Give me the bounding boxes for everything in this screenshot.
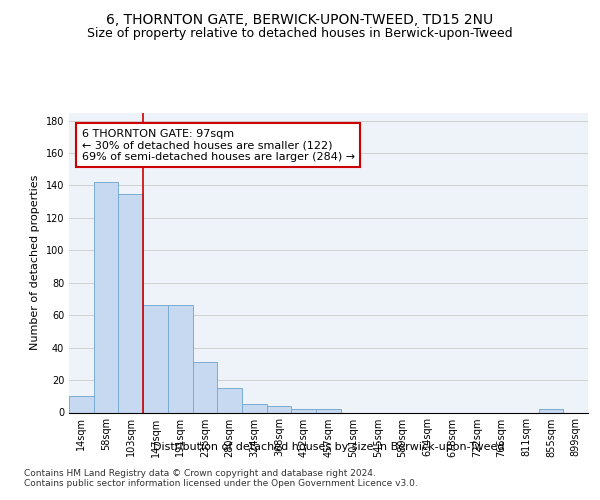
Bar	[242, 404, 267, 412]
Text: 6 THORNTON GATE: 97sqm
← 30% of detached houses are smaller (122)
69% of semi-de: 6 THORNTON GATE: 97sqm ← 30% of detached…	[82, 128, 355, 162]
Text: Size of property relative to detached houses in Berwick-upon-Tweed: Size of property relative to detached ho…	[87, 28, 513, 40]
Bar	[118, 194, 143, 412]
Text: Contains HM Land Registry data © Crown copyright and database right 2024.: Contains HM Land Registry data © Crown c…	[24, 468, 376, 477]
Bar	[217, 388, 242, 412]
Bar	[69, 396, 94, 412]
Bar	[168, 306, 193, 412]
Bar	[143, 306, 168, 412]
Text: Distribution of detached houses by size in Berwick-upon-Tweed: Distribution of detached houses by size …	[153, 442, 505, 452]
Bar	[94, 182, 118, 412]
Bar	[316, 410, 341, 412]
Bar	[267, 406, 292, 412]
Bar	[292, 410, 316, 412]
Text: Contains public sector information licensed under the Open Government Licence v3: Contains public sector information licen…	[24, 478, 418, 488]
Y-axis label: Number of detached properties: Number of detached properties	[30, 175, 40, 350]
Bar	[193, 362, 217, 412]
Bar	[539, 410, 563, 412]
Text: 6, THORNTON GATE, BERWICK-UPON-TWEED, TD15 2NU: 6, THORNTON GATE, BERWICK-UPON-TWEED, TD…	[106, 12, 494, 26]
